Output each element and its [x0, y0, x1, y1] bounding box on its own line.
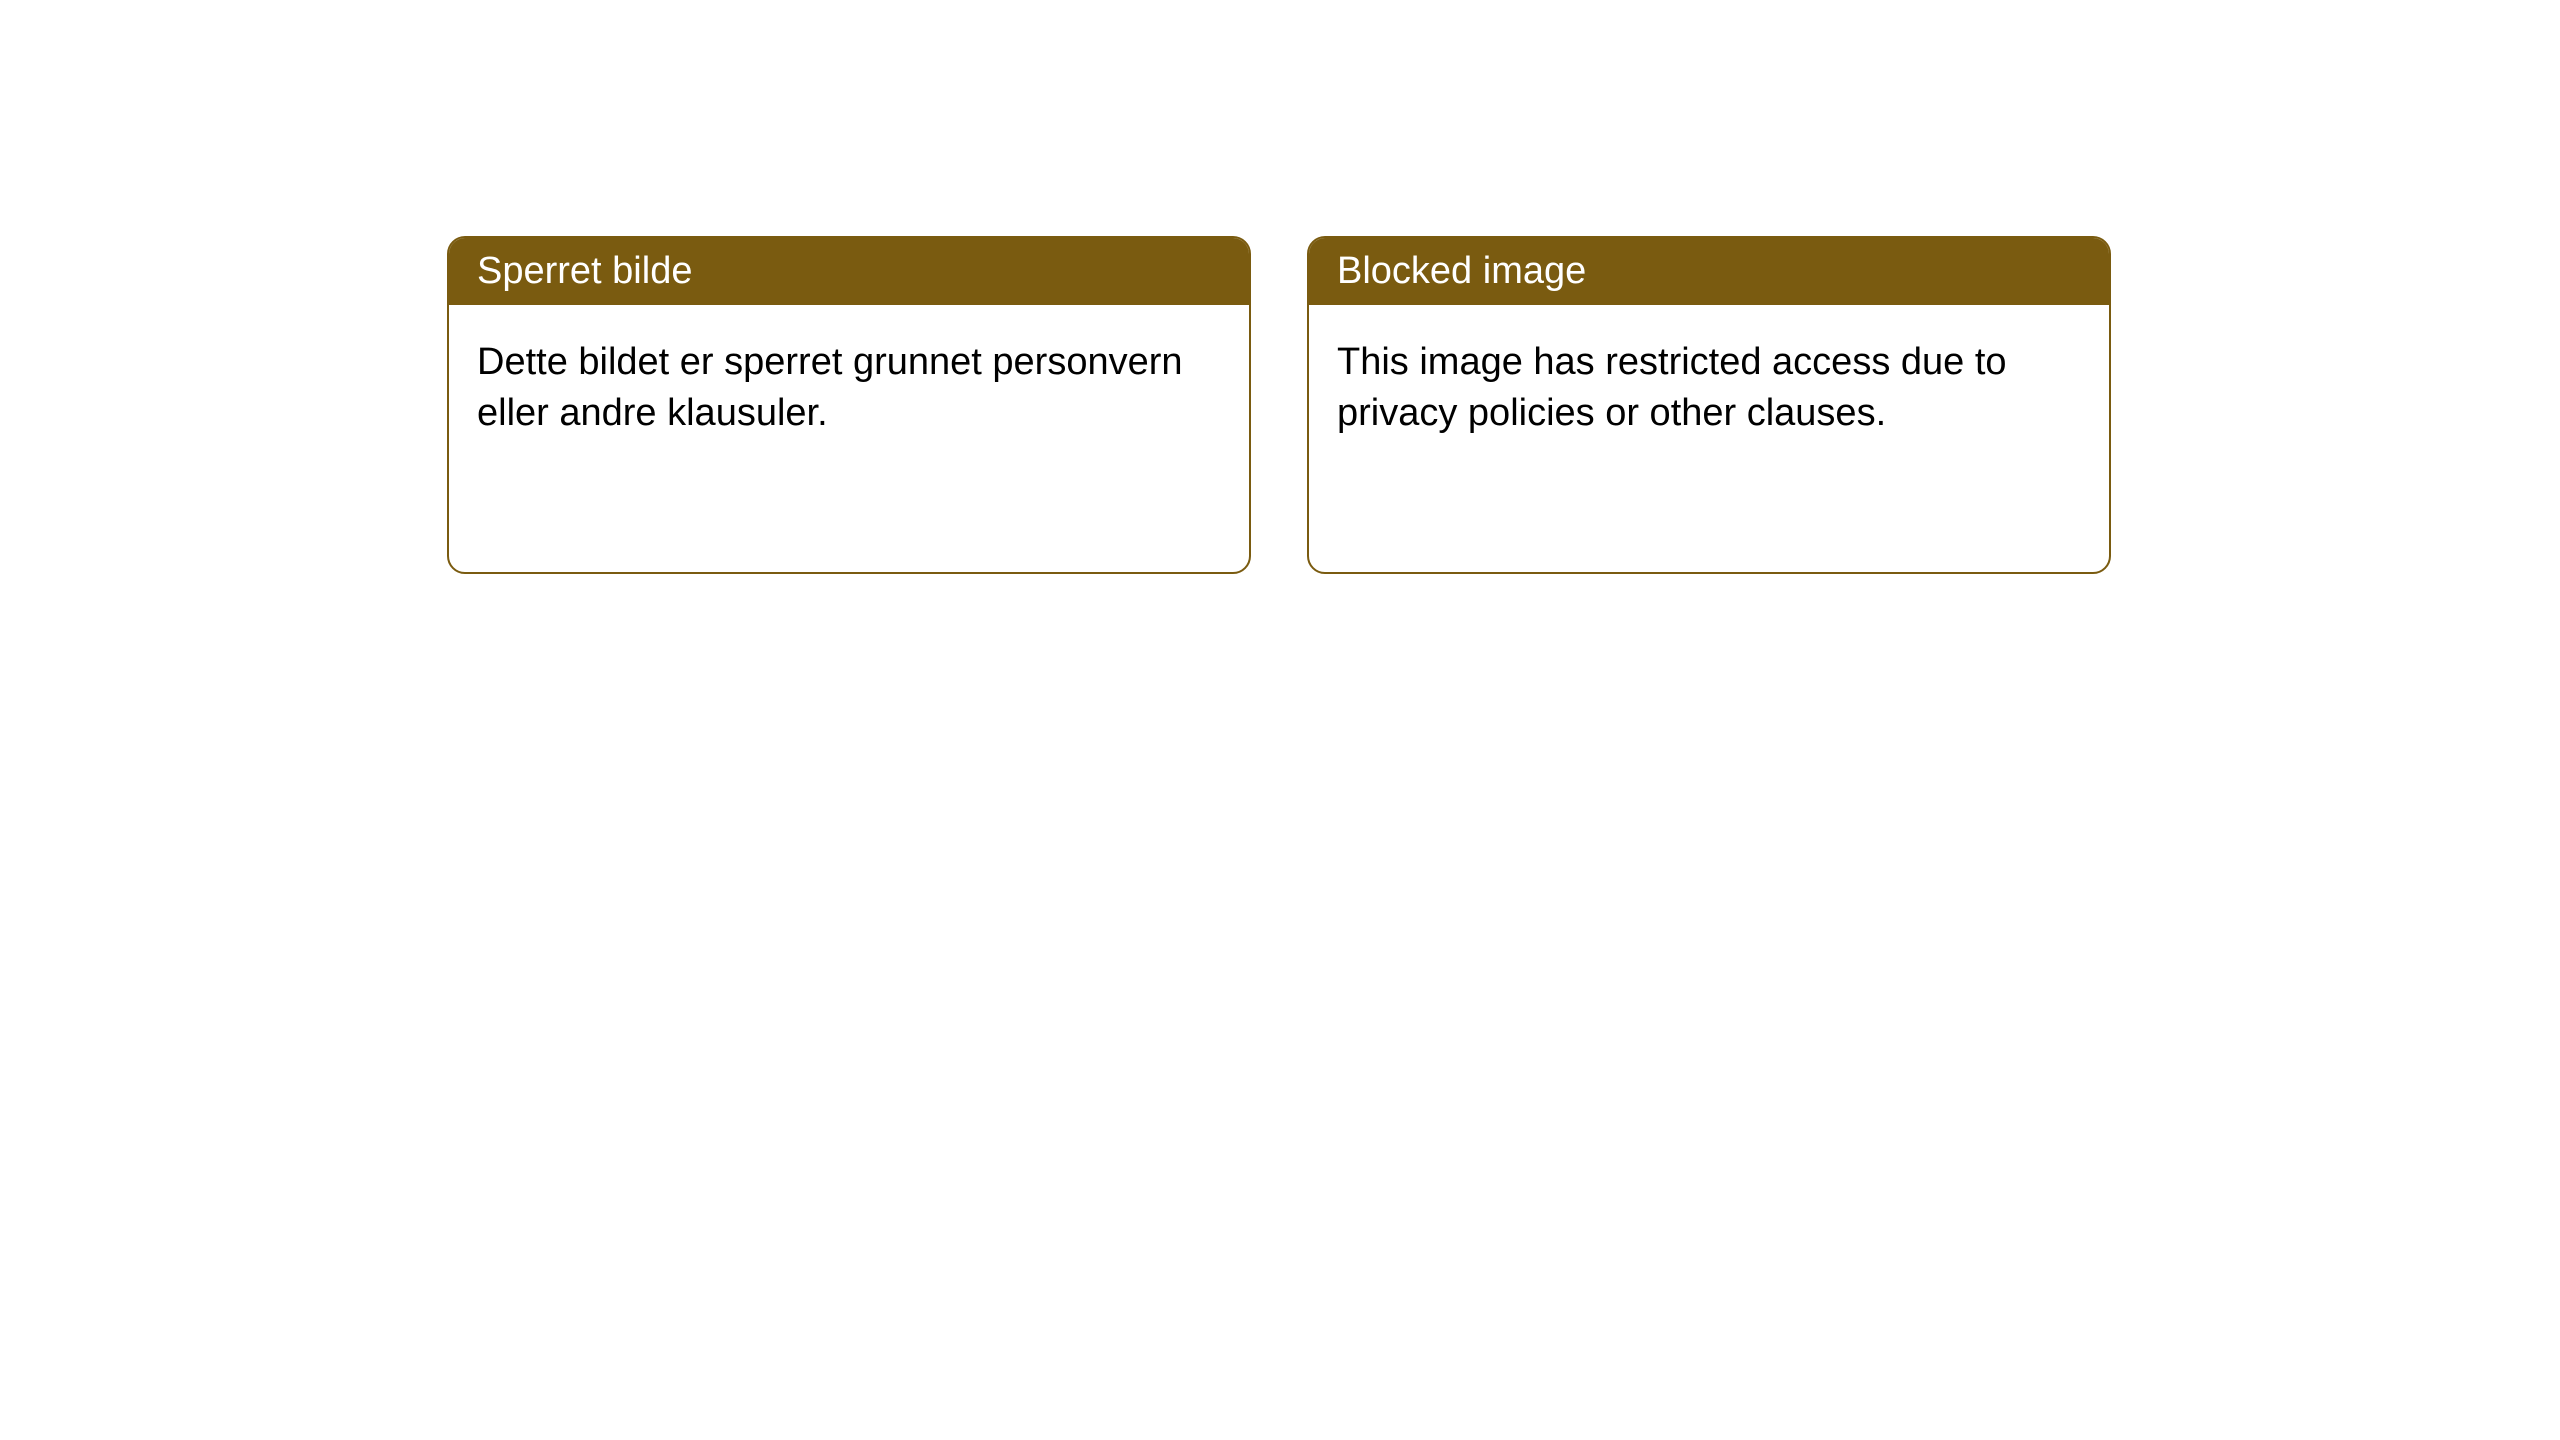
- notice-cards-container: Sperret bilde Dette bildet er sperret gr…: [447, 236, 2111, 574]
- card-body-text: This image has restricted access due to …: [1309, 305, 2109, 472]
- notice-card-english: Blocked image This image has restricted …: [1307, 236, 2111, 574]
- card-title: Blocked image: [1309, 238, 2109, 305]
- notice-card-norwegian: Sperret bilde Dette bildet er sperret gr…: [447, 236, 1251, 574]
- card-body-text: Dette bildet er sperret grunnet personve…: [449, 305, 1249, 472]
- card-title: Sperret bilde: [449, 238, 1249, 305]
